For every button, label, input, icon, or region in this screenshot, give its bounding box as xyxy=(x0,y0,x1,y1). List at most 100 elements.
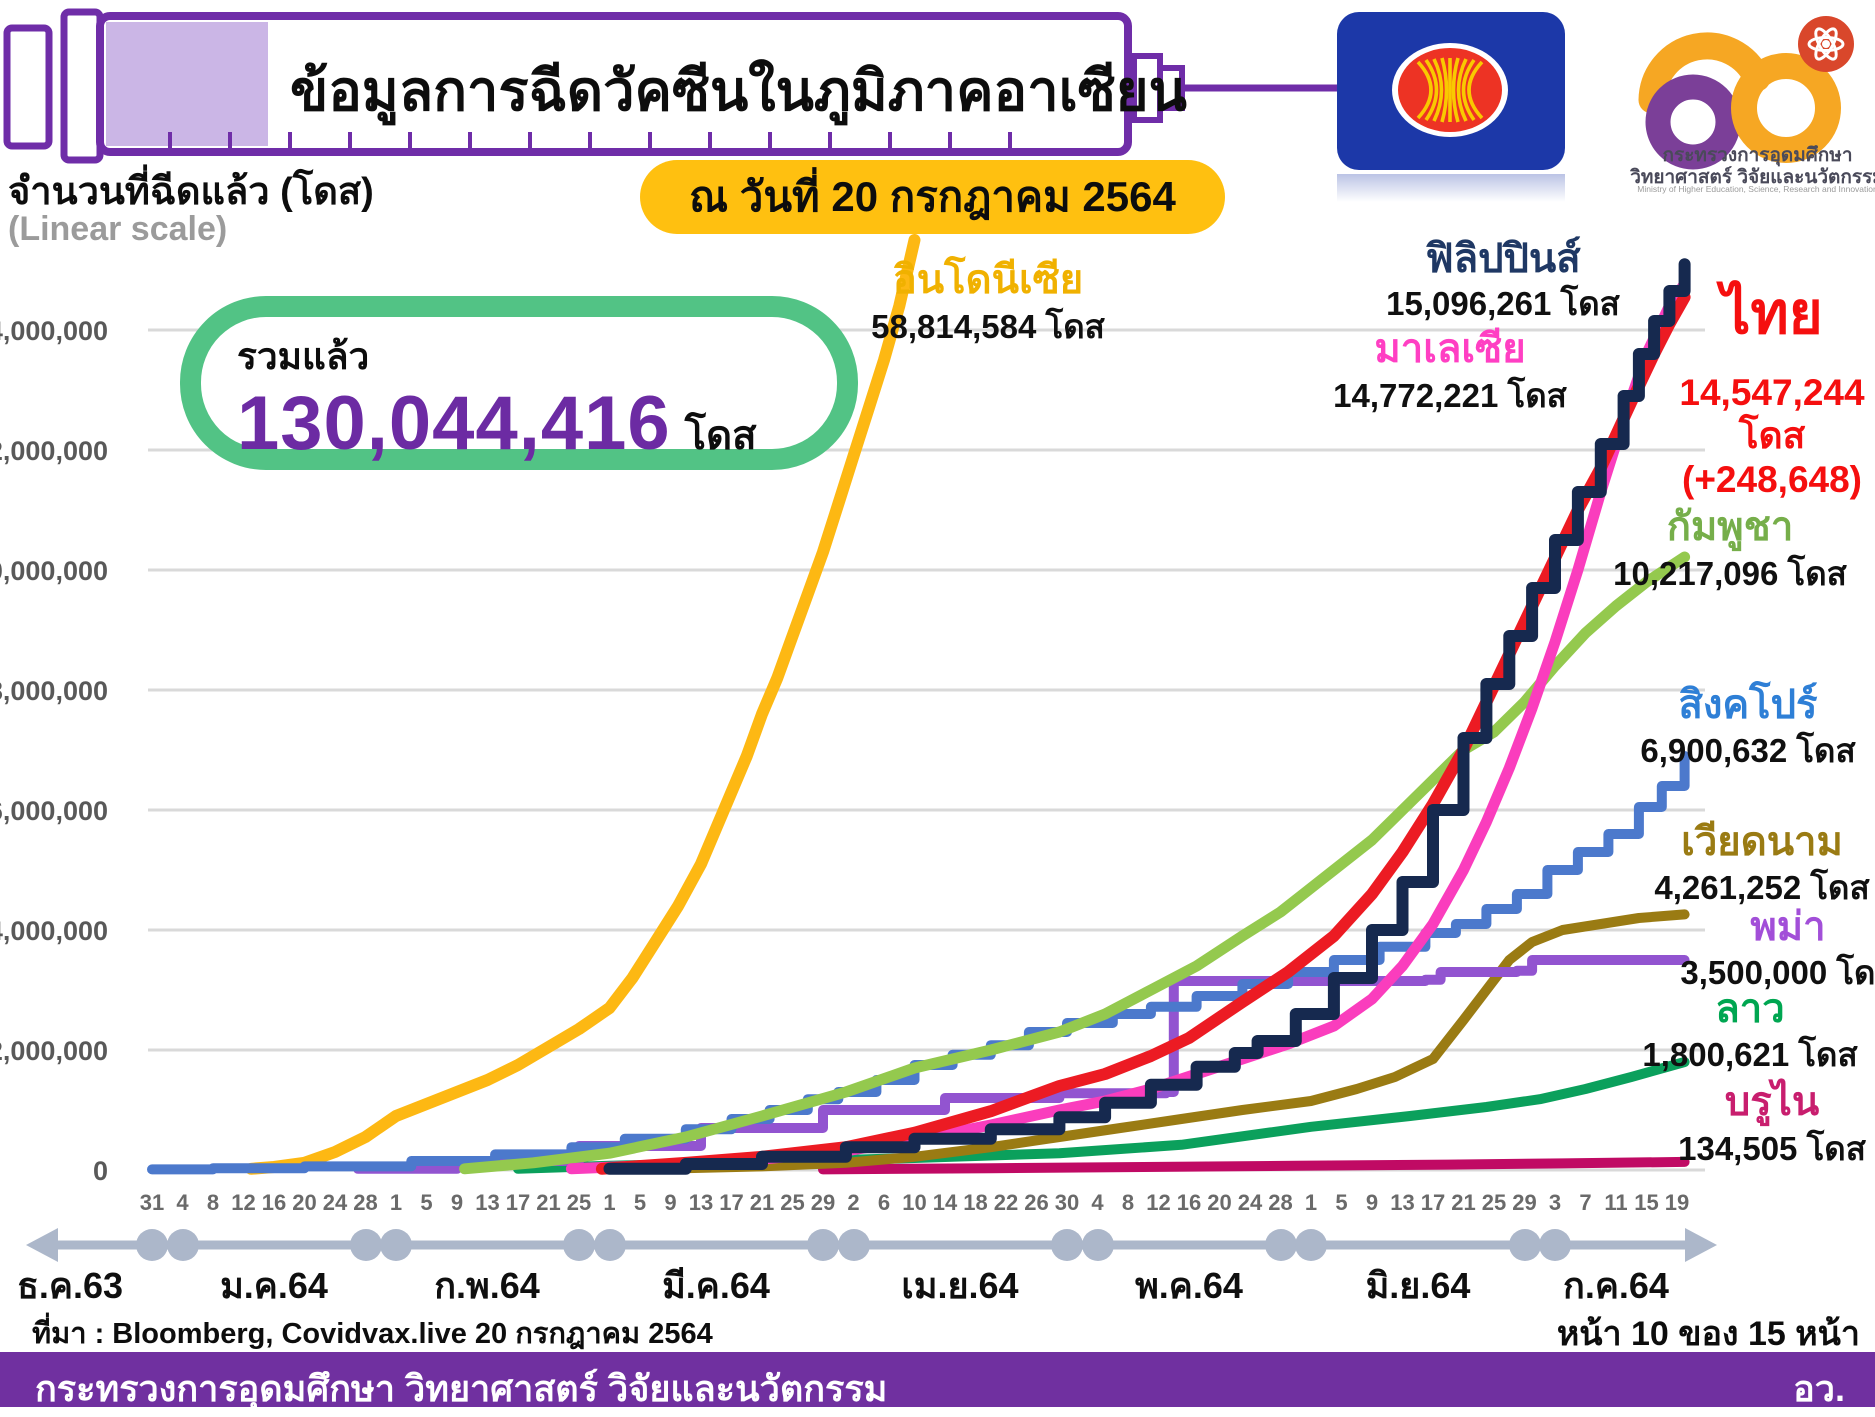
series-line-thailand xyxy=(595,291,1691,1175)
month-boundary-dot xyxy=(1295,1229,1327,1261)
day-tick-label: 13 xyxy=(689,1190,713,1215)
footer-ministry-abbrev: อว. xyxy=(1793,1368,1845,1409)
day-tick-label: 22 xyxy=(994,1190,1018,1215)
month-boundary-dot xyxy=(807,1229,839,1261)
country-value-thailand: 14,547,244 xyxy=(1679,372,1865,413)
country-value-singapore: 6,900,632 โดส xyxy=(1640,731,1856,769)
x-axis-left-arrow-icon xyxy=(26,1228,58,1262)
month-boundary-dot xyxy=(563,1229,595,1261)
day-tick-label: 28 xyxy=(353,1190,377,1215)
syringe-ruler-ticks xyxy=(168,132,1012,148)
country-value-laos: 1,800,621 โดส xyxy=(1642,1035,1858,1073)
day-tick-label: 29 xyxy=(1512,1190,1536,1215)
country-label-singapore: สิงคโปร์ xyxy=(1678,681,1818,727)
month-label: ม.ค.64 xyxy=(220,1265,328,1306)
mhesi-text-line1: กระทรวงการอุดมศึกษา xyxy=(1662,145,1853,166)
day-tick-label: 28 xyxy=(1268,1190,1292,1215)
country-label-indonesia: อินโดนีเซีย xyxy=(893,256,1083,302)
day-tick-label: 21 xyxy=(536,1190,560,1215)
footer-ministry-name: กระทรวงการอุดมศึกษา วิทยาศาสตร์ วิจัยและ… xyxy=(35,1368,888,1409)
month-boundary-dot xyxy=(1539,1229,1571,1261)
y-tick-label: 14,000,000 xyxy=(0,316,108,346)
day-tick-label: 25 xyxy=(780,1190,804,1215)
day-tick-label: 3 xyxy=(1549,1190,1561,1215)
y-tick-label: 12,000,000 xyxy=(0,436,108,466)
day-tick-label: 12 xyxy=(1146,1190,1170,1215)
day-tick-label: 16 xyxy=(262,1190,286,1215)
month-label: มิ.ย.64 xyxy=(1366,1265,1471,1306)
month-label: ธ.ค.63 xyxy=(17,1265,123,1306)
day-tick-label: 1 xyxy=(603,1190,615,1215)
day-tick-label: 11 xyxy=(1604,1190,1627,1215)
day-tick-label: 25 xyxy=(1482,1190,1506,1215)
atom-icon xyxy=(1798,16,1854,72)
footer-bar: กระทรวงการอุดมศึกษา วิทยาศาสตร์ วิจัยและ… xyxy=(0,1352,1875,1409)
series-line-vietnam xyxy=(657,909,1690,1174)
country-value-brunei: 134,505 โดส xyxy=(1678,1129,1867,1167)
syringe-plunger-icon xyxy=(3,8,104,164)
x-axis-right-arrow-icon xyxy=(1685,1228,1717,1262)
month-boundary-dot xyxy=(1509,1229,1541,1261)
series-line-philippines xyxy=(603,258,1691,1175)
total-badge: รวมแล้ว 130,044,416 โดส xyxy=(180,296,858,470)
day-tick-label: 5 xyxy=(1335,1190,1347,1215)
day-tick-label: 13 xyxy=(475,1190,499,1215)
day-tick-label: 24 xyxy=(323,1190,348,1215)
day-tick-label: 9 xyxy=(451,1190,463,1215)
country-value-malaysia: 14,772,221 โดส xyxy=(1333,376,1567,414)
total-value: 130,044,416 xyxy=(237,381,671,466)
country-label-thailand: ไทย xyxy=(1715,280,1822,346)
y-tick-label: 0 xyxy=(93,1156,108,1186)
day-tick-label: 4 xyxy=(1091,1190,1104,1215)
month-label: ก.ค.64 xyxy=(1563,1265,1669,1306)
mhesi-text-line2: วิทยาศาสตร์ วิจัยและนวัตกรรม xyxy=(1630,167,1875,188)
day-tick-label: 6 xyxy=(878,1190,890,1215)
country-value-cambodia: 10,217,096 โดส xyxy=(1613,554,1847,592)
day-tick-label: 2 xyxy=(847,1190,859,1215)
country-value-thailand: โดส xyxy=(1738,413,1806,456)
series-line-indonesia xyxy=(245,234,921,1175)
country-value-thailand: (+248,648) xyxy=(1682,459,1862,500)
day-tick-label: 30 xyxy=(1055,1190,1079,1215)
day-tick-label: 16 xyxy=(1177,1190,1201,1215)
y-tick-label: 6,000,000 xyxy=(0,796,108,826)
country-label-myanmar: พม่า xyxy=(1750,905,1825,949)
day-tick-label: 14 xyxy=(933,1190,958,1215)
month-boundary-dot xyxy=(136,1229,168,1261)
country-value-myanmar: 3,500,000 โดส xyxy=(1680,953,1875,991)
day-tick-label: 15 xyxy=(1634,1190,1658,1215)
day-tick-label: 31 xyxy=(140,1190,164,1215)
month-boundary-dot xyxy=(838,1229,870,1261)
country-label-brunei: บรูไน xyxy=(1725,1078,1819,1126)
month-boundary-dot xyxy=(167,1229,199,1261)
day-tick-label: 20 xyxy=(1207,1190,1231,1215)
day-tick-label: 17 xyxy=(506,1190,530,1215)
day-tick-label: 8 xyxy=(1122,1190,1134,1215)
day-tick-label: 17 xyxy=(719,1190,743,1215)
mhesi-text-line3: Ministry of Higher Education, Science, R… xyxy=(1637,184,1875,194)
day-tick-label: 12 xyxy=(231,1190,255,1215)
day-tick-label: 8 xyxy=(207,1190,219,1215)
month-label: พ.ค.64 xyxy=(1135,1265,1243,1306)
page-number: หน้า 10 ของ 15 หน้า xyxy=(1556,1315,1860,1353)
day-tick-label: 21 xyxy=(750,1190,774,1215)
month-boundary-dot xyxy=(350,1229,382,1261)
day-tick-label: 5 xyxy=(634,1190,646,1215)
syringe-needle-icon xyxy=(1131,53,1340,123)
month-boundary-dot xyxy=(1265,1229,1297,1261)
day-tick-label: 7 xyxy=(1579,1190,1591,1215)
month-boundary-dot xyxy=(1051,1229,1083,1261)
country-label-vietnam: เวียดนาม xyxy=(1681,820,1843,864)
y-tick-label: 8,000,000 xyxy=(0,676,108,706)
scale-note: (Linear scale) xyxy=(8,210,228,248)
y-tick-label: 10,000,000 xyxy=(0,556,108,586)
day-tick-label: 29 xyxy=(811,1190,835,1215)
month-label: มี.ค.64 xyxy=(662,1265,770,1306)
country-value-indonesia: 58,814,584 โดส xyxy=(871,307,1105,345)
day-tick-label: 26 xyxy=(1024,1190,1048,1215)
day-tick-label: 17 xyxy=(1421,1190,1445,1215)
day-tick-label: 4 xyxy=(176,1190,189,1215)
country-value-philippines: 15,096,261 โดส xyxy=(1386,284,1620,322)
source-citation: ที่มา : Bloomberg, Covidvax.live 20 กรกฎ… xyxy=(32,1318,713,1350)
day-tick-label: 1 xyxy=(1305,1190,1317,1215)
